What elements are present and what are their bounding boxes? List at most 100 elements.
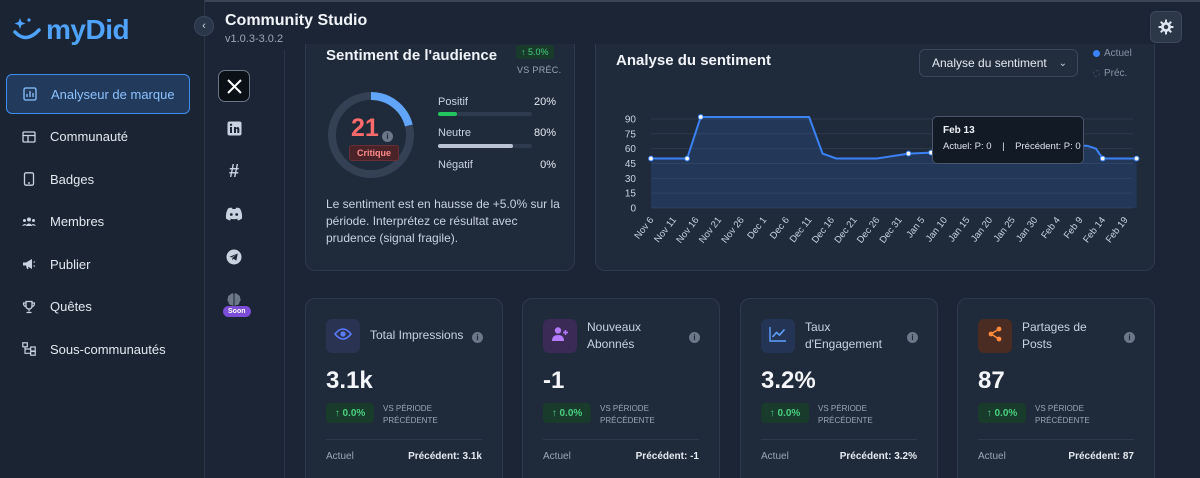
stat-change-badge: ↑ 0.0% — [543, 403, 591, 423]
sidebar-item-label: Badges — [50, 171, 95, 187]
sentiment-gauge — [328, 92, 414, 178]
total-impressions-card: Total Impressions i 3.1k ↑ 0.0% VS PÉRIODE P… — [305, 298, 503, 478]
stat-label: Total Impressions — [370, 328, 464, 342]
sidebar-item-quetes[interactable]: Quêtes — [6, 287, 190, 327]
new-followers-card: Nouveaux Abonnés i -1 ↑ 0.0% VS PÉRIODE PRÉC… — [522, 298, 720, 478]
stat-value: 87 — [978, 367, 1005, 394]
legend-prec[interactable]: Préc. — [1093, 68, 1127, 79]
legend-actuel[interactable]: Actuel — [1093, 48, 1132, 59]
sidebar-item-membres[interactable]: Membres — [6, 202, 190, 242]
y-tick-label: 45 — [625, 159, 637, 170]
sidebar-nav: Analyseur de marque Communauté Badges Me… — [6, 74, 190, 372]
neutral-bar — [438, 144, 532, 148]
stat-vs-label: VS PÉRIODE PRÉCÉDENTE — [600, 404, 655, 425]
analysis-select[interactable]: Analyse du sentiment ⌄ — [919, 49, 1078, 77]
stat-previous-value: Précédent: 87 — [1068, 451, 1134, 462]
x-tick-label: Jan 20 — [969, 215, 995, 244]
x-tick-label: Jan 15 — [946, 215, 972, 244]
brand-logo[interactable]: myDid — [12, 14, 130, 46]
social-ai-button[interactable] — [218, 284, 250, 316]
data-point — [1099, 155, 1106, 162]
chart-icon — [23, 87, 37, 101]
stat-previous-value: Précédent: -1 — [635, 451, 699, 462]
x-tick-label: Dec 31 — [878, 215, 905, 245]
stat-actuel-label: Actuel — [326, 451, 354, 462]
sentiment-analysis-card: Analyse du sentiment Analyse du sentimen… — [595, 44, 1155, 271]
post-shares-card: Partages de Posts i 87 ↑ 0.0% VS PÉRIODE PRÉ… — [957, 298, 1155, 478]
social-linkedin-button[interactable] — [218, 112, 250, 144]
x-tick-label: Dec 21 — [832, 215, 859, 245]
neutral-label: Neutre — [438, 127, 472, 139]
stat-vs-label: VS PÉRIODE PRÉCÉDENTE — [818, 404, 873, 425]
social-x-button[interactable] — [218, 70, 250, 102]
sparkle-smile-icon — [13, 18, 41, 40]
negative-label: Négatif — [438, 159, 473, 171]
data-point — [905, 150, 912, 157]
social-hashtag-button[interactable]: # — [218, 155, 250, 187]
y-tick-label: 60 — [625, 144, 637, 155]
data-point — [648, 155, 654, 162]
sentiment-vs-label: VS PRÉC. — [517, 65, 562, 75]
user-plus-icon-box — [543, 319, 577, 353]
brain-icon — [227, 293, 241, 306]
chevron-left-icon: ‹ — [202, 20, 206, 32]
x-icon — [226, 78, 242, 94]
tablet-icon — [22, 172, 36, 186]
info-icon[interactable]: i — [472, 332, 483, 343]
trend-icon-box — [761, 319, 795, 353]
sidebar-item-label: Quêtes — [50, 299, 92, 314]
data-point — [697, 114, 704, 120]
divider — [978, 439, 1134, 440]
analysis-select-value: Analyse du sentiment — [932, 56, 1047, 70]
stat-vs-label: VS PÉRIODE PRÉCÉDENTE — [383, 404, 438, 425]
top-header: Community Studio v1.0.3-3.0.2 — [205, 0, 1200, 50]
sidebar-item-sous-communautes[interactable]: Sous-communautés — [6, 329, 190, 369]
sidebar-item-label: Analyseur de marque — [51, 86, 175, 102]
legend-label: Préc. — [1104, 68, 1128, 79]
positive-label: Positif — [438, 96, 468, 108]
info-icon[interactable]: i — [382, 131, 393, 142]
settings-button[interactable] — [1150, 11, 1182, 43]
info-icon[interactable]: i — [907, 332, 918, 343]
sidebar-item-communaute[interactable]: Communauté — [6, 117, 190, 157]
stat-value: -1 — [543, 367, 565, 394]
collapse-sidebar-button[interactable]: ‹ — [194, 16, 214, 36]
tooltip-body: Actuel: P: 0 | Précédent: P: 0 — [943, 141, 1081, 152]
chart-tooltip: Feb 13 Actuel: P: 0 | Précédent: P: 0 — [932, 116, 1084, 164]
social-telegram-button[interactable] — [218, 241, 250, 273]
x-tick-label: Nov 21 — [697, 215, 724, 245]
share-icon — [987, 326, 1003, 347]
stat-previous-value: Précédent: 3.2% — [839, 451, 917, 462]
stat-actuel-label: Actuel — [543, 451, 571, 462]
linkedin-icon — [227, 121, 241, 135]
sidebar-item-badges[interactable]: Badges — [6, 159, 190, 199]
chevron-down-icon: ⌄ — [1058, 58, 1067, 69]
info-icon[interactable]: i — [689, 332, 700, 343]
stat-value: 3.1k — [326, 367, 373, 394]
trend-icon — [769, 326, 787, 347]
x-tick-label: Jan 25 — [991, 215, 1017, 244]
stat-change-badge: ↑ 0.0% — [326, 403, 374, 423]
sidebar-item-analyseur[interactable]: Analyseur de marque — [6, 74, 190, 114]
sidebar-item-label: Sous-communautés — [50, 341, 166, 357]
social-discord-button[interactable] — [218, 198, 250, 230]
info-icon[interactable]: i — [1124, 332, 1135, 343]
users-icon — [22, 215, 36, 229]
telegram-icon — [226, 249, 242, 265]
sidebar-item-label: Membres — [50, 214, 105, 229]
share-icon-box — [978, 319, 1012, 353]
sitemap-icon — [22, 342, 36, 356]
sentiment-description: Le sentiment est en hausse de +5.0% sur … — [326, 197, 560, 245]
sentiment-title: Sentiment de l'audience — [326, 47, 498, 64]
stat-change-badge: ↑ 0.0% — [761, 403, 809, 423]
x-tick-label: Feb 19 — [1104, 215, 1131, 245]
tooltip-title: Feb 13 — [943, 125, 975, 136]
hashtag-icon: # — [228, 160, 239, 181]
brand-name: myDid — [46, 14, 130, 45]
legend-dot-icon — [1093, 50, 1100, 57]
sentiment-status-badge: Critique — [349, 145, 400, 161]
megaphone-icon — [22, 257, 36, 271]
data-point — [1133, 155, 1140, 162]
sidebar-item-publier[interactable]: Publier — [6, 244, 190, 284]
